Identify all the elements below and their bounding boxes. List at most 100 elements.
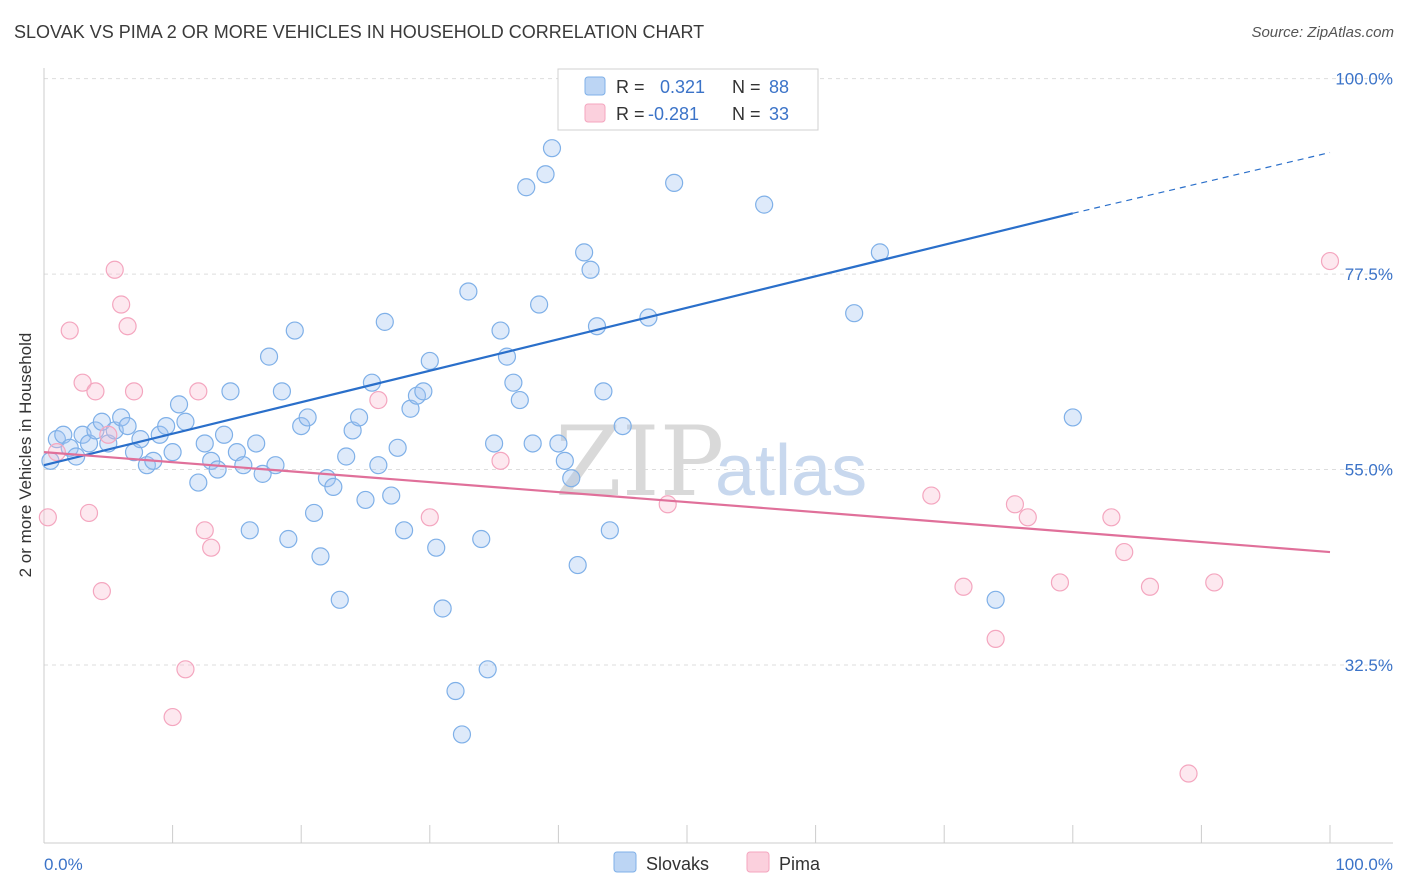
- slovaks-point-74: [536, 165, 555, 184]
- slovaks-point-72: [523, 434, 542, 453]
- slovaks-point-58: [420, 351, 439, 371]
- grid-lines: [44, 78, 1393, 666]
- slovaks-point-35: [272, 382, 292, 401]
- y-tick-label-0: 100.0%: [1335, 70, 1393, 89]
- watermark-atlas: atlas: [715, 431, 867, 511]
- source-label: Source: ZipAtlas.com: [1251, 24, 1394, 41]
- slovaks-point-77: [555, 451, 574, 470]
- slovaks-point-52: [382, 486, 401, 505]
- slovaks-point-41: [311, 547, 330, 566]
- slovaks-point-85: [613, 417, 632, 436]
- slovaks-point-31: [247, 434, 266, 453]
- slovaks-point-33: [259, 347, 279, 366]
- slovaks-point-36: [279, 529, 298, 549]
- slovaks-point-18: [157, 417, 176, 436]
- slovaks-point-29: [234, 456, 253, 475]
- slovaks-point-75: [542, 139, 562, 158]
- pima-point-27: [1102, 508, 1121, 527]
- y-tick-label-2: 55.0%: [1345, 461, 1393, 480]
- slovaks-point-51: [375, 312, 394, 331]
- y-tick-label-1: 77.5%: [1345, 265, 1393, 284]
- pima-point-3: [73, 373, 92, 392]
- chart-title: SLOVAK VS PIMA 2 OR MORE VEHICLES IN HOU…: [14, 22, 705, 42]
- legend-n-value-pima: 33: [769, 104, 789, 124]
- pima-point-24: [1005, 495, 1025, 514]
- pima-point-18: [420, 508, 439, 527]
- slovaks-point-79: [568, 555, 587, 575]
- bottom-legend-swatch-pima: [746, 851, 770, 873]
- slovaks-point-76: [549, 434, 568, 453]
- slovaks-point-83: [594, 382, 613, 401]
- stats-legend: R = 0.321 N = 88 R = -0.281 N = 33: [557, 68, 819, 131]
- slovaks-point-22: [189, 473, 208, 492]
- pima-point-30: [1179, 764, 1198, 783]
- slovaks-point-20: [169, 395, 189, 414]
- pima-point-19: [491, 451, 510, 470]
- series-pima: [38, 251, 1340, 783]
- slovaks-point-37: [285, 321, 304, 340]
- legend-swatch-pima: [584, 103, 606, 123]
- pima-point-28: [1115, 542, 1134, 562]
- slovaks-point-53: [388, 438, 407, 457]
- x-tick-label-right: 100.0%: [1335, 855, 1393, 874]
- y-tick-label-3: 32.5%: [1345, 656, 1393, 675]
- pima-point-5: [86, 382, 105, 401]
- legend-swatch-slovaks: [584, 76, 606, 96]
- pima-point-15: [195, 521, 214, 540]
- slovaks-point-69: [504, 373, 523, 392]
- slovaks-point-25: [208, 460, 227, 479]
- trend-line-pima: [43, 451, 1331, 554]
- legend-n-value-slovaks: 88: [769, 77, 789, 97]
- trend-lines: [43, 151, 1331, 554]
- bottom-legend-swatch-slovaks: [613, 851, 637, 873]
- legend-r-label-slovaks: R =: [616, 77, 645, 97]
- bottom-legend-slovaks: Slovaks: [646, 854, 709, 874]
- pima-point-0: [38, 508, 57, 527]
- slovaks-point-54: [394, 521, 414, 540]
- pima-point-20: [658, 495, 677, 514]
- pima-point-31: [1205, 573, 1224, 592]
- pima-point-7: [99, 425, 118, 444]
- slovaks-point-65: [478, 660, 497, 679]
- slovaks-point-71: [517, 178, 536, 197]
- slovaks-point-44: [330, 590, 349, 609]
- pima-point-2: [60, 321, 79, 340]
- slovaks-point-64: [472, 529, 491, 549]
- slovaks-point-59: [427, 538, 446, 557]
- slovaks-point-67: [491, 321, 510, 340]
- watermark-zip: ZIP: [555, 406, 724, 518]
- x-tick-label-left: 0.0%: [44, 855, 83, 874]
- pima-point-26: [1050, 573, 1070, 592]
- pima-point-10: [118, 317, 137, 336]
- slovaks-point-88: [665, 173, 684, 193]
- slovaks-point-60: [433, 599, 452, 618]
- slovaks-point-90: [845, 304, 864, 323]
- legend-r-value-slovaks: 0.321: [660, 77, 705, 97]
- slovaks-point-40: [304, 503, 324, 523]
- slovaks-point-50: [369, 456, 388, 475]
- slovaks-point-21: [176, 412, 195, 431]
- slovaks-point-63: [459, 282, 478, 301]
- slovaks-point-48: [356, 490, 375, 510]
- slovaks-point-19: [163, 443, 182, 462]
- trend-line-slovaks: [43, 212, 1074, 467]
- slovaks-point-47: [349, 408, 369, 427]
- slovaks-point-12: [118, 417, 137, 436]
- slovaks-point-80: [575, 243, 594, 262]
- pima-point-8: [105, 260, 124, 279]
- slovaks-point-73: [530, 295, 549, 314]
- slovaks-point-39: [298, 408, 317, 427]
- slovaks-point-81: [581, 260, 600, 279]
- slovaks-point-57: [414, 382, 433, 401]
- pima-point-16: [202, 538, 221, 557]
- watermark: ZIP atlas: [555, 406, 867, 518]
- pima-point-29: [1140, 577, 1160, 596]
- slovaks-point-26: [214, 425, 234, 444]
- legend-r-value-pima: -0.281: [648, 104, 699, 124]
- pima-point-6: [92, 582, 111, 601]
- legend-n-label-slovaks: N =: [732, 77, 761, 97]
- pima-point-9: [112, 295, 131, 314]
- slovaks-point-30: [240, 521, 259, 540]
- data-points: [38, 78, 1340, 783]
